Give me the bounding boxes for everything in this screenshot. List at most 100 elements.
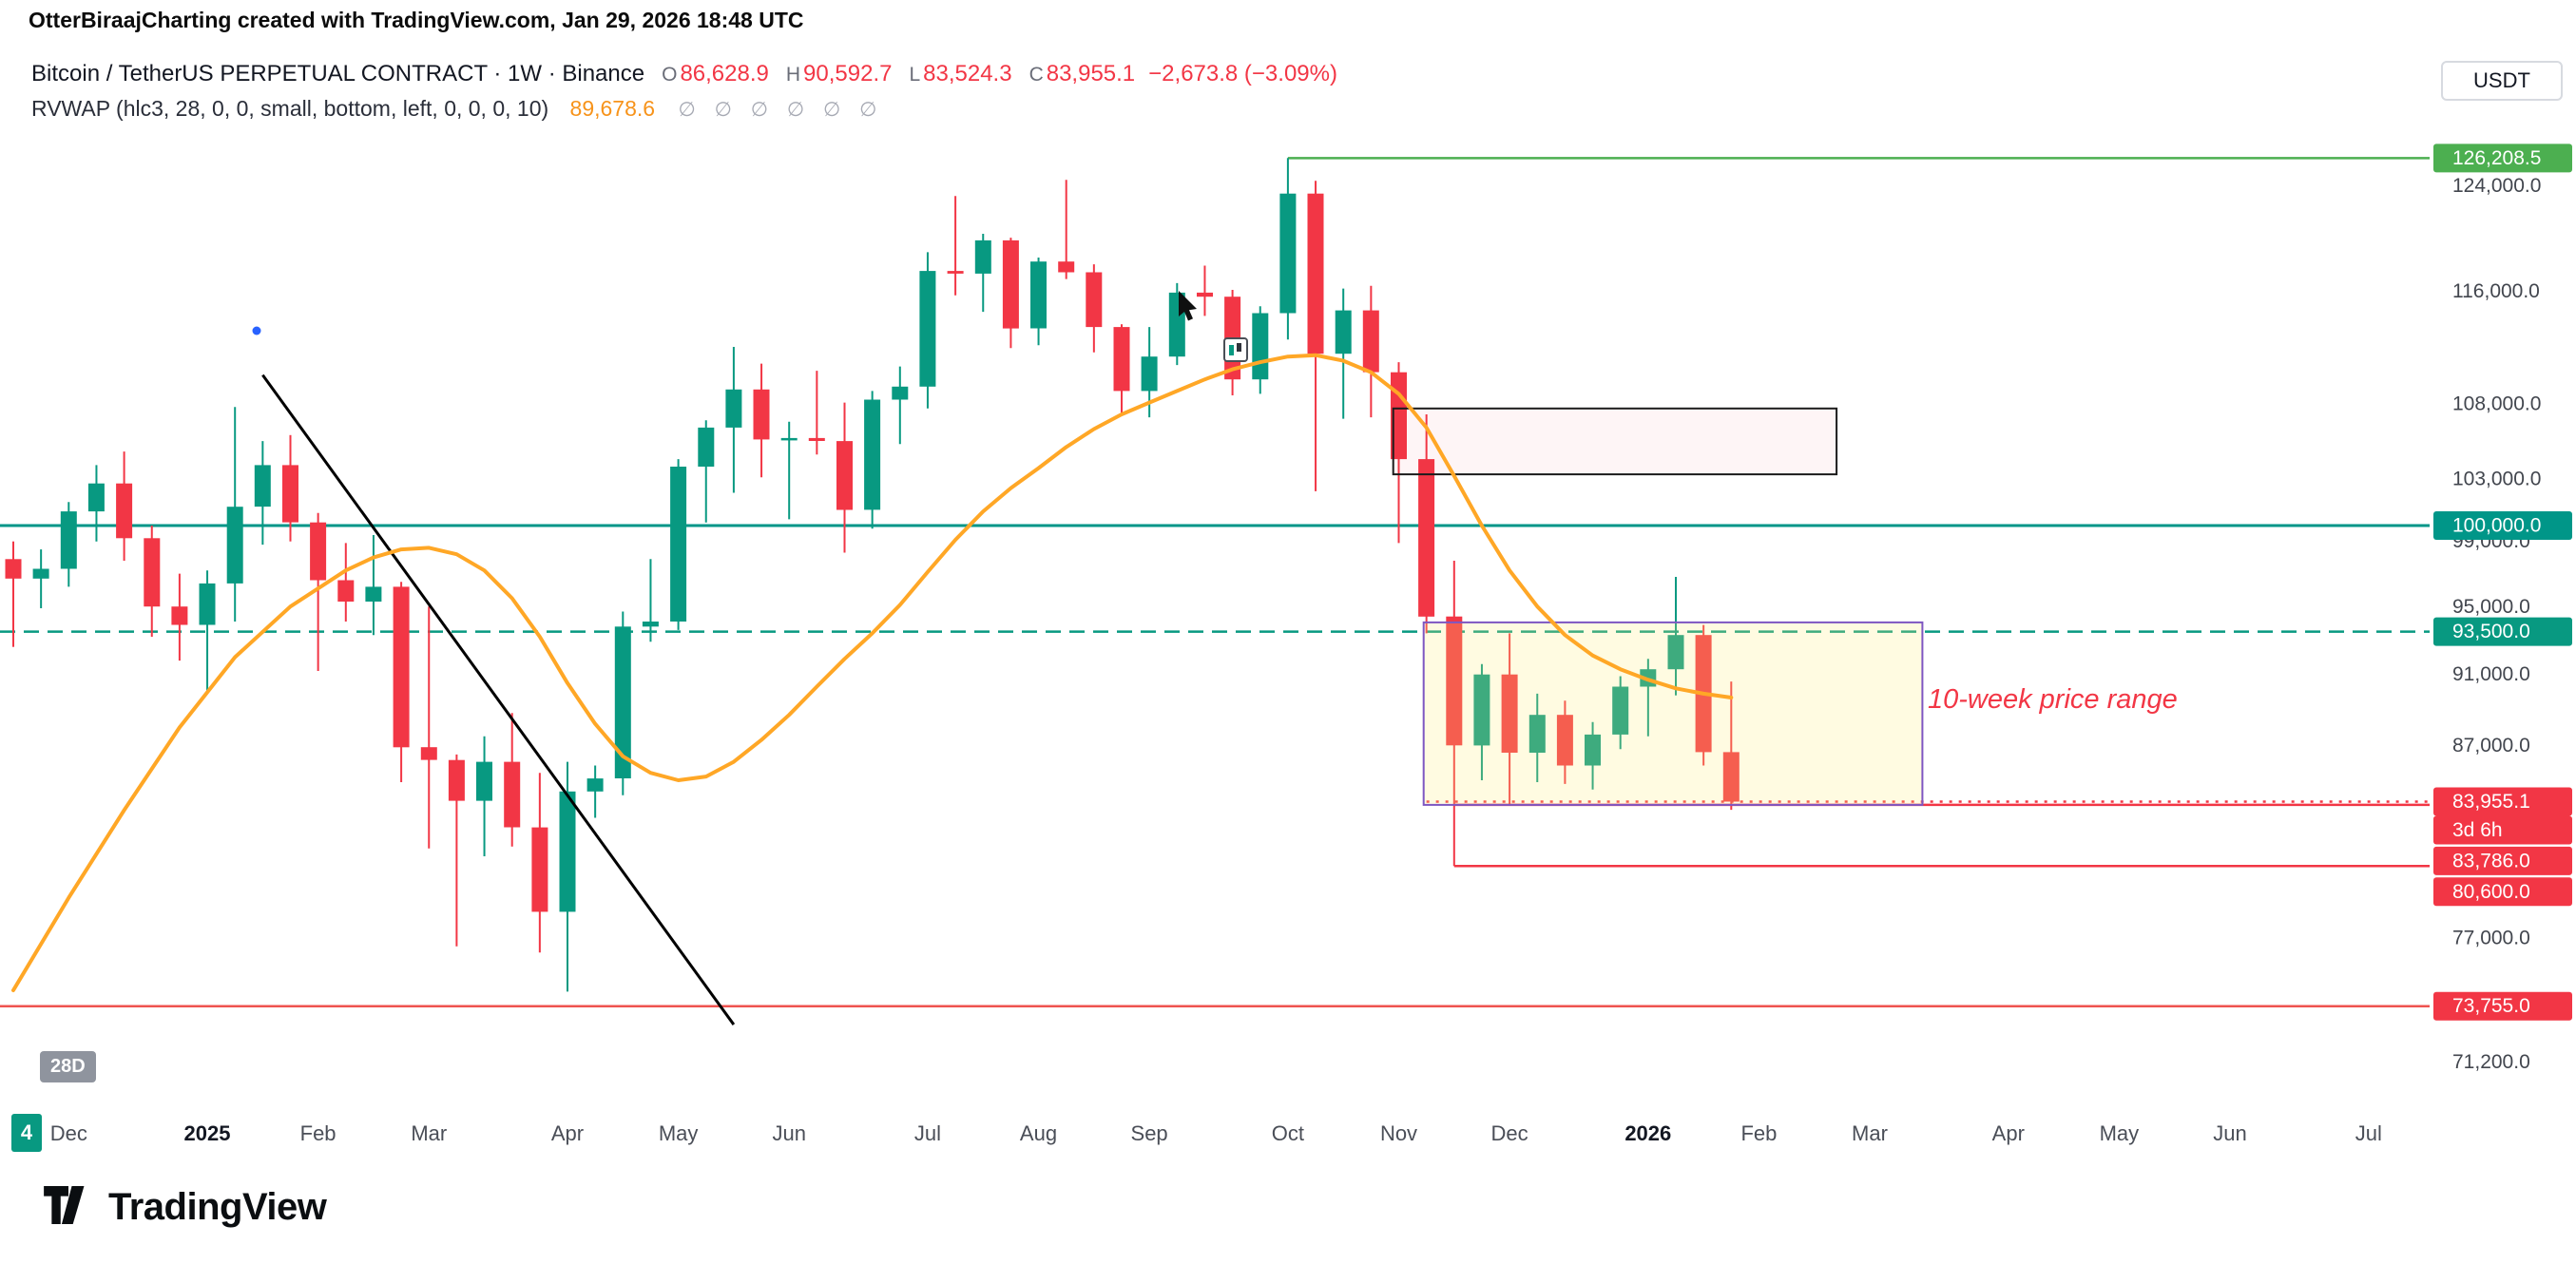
candle xyxy=(337,543,355,622)
ohlc-close-key: C xyxy=(1028,64,1044,86)
price-axis-label xyxy=(2433,846,2572,875)
trendline[interactable] xyxy=(261,373,736,1025)
price-axis-label xyxy=(2433,144,2572,173)
time-axis-label: Feb xyxy=(300,1121,336,1145)
ohlc-high-key: H xyxy=(785,64,801,86)
candle xyxy=(1528,693,1546,782)
candle xyxy=(60,502,77,587)
candle xyxy=(1113,324,1130,416)
time-axis-label: Nov xyxy=(1380,1121,1417,1145)
ohlc-low-key: L xyxy=(909,64,921,86)
time-axis-label: May xyxy=(2100,1121,2140,1145)
candle xyxy=(1030,258,1047,346)
price-axis-label-text: 83,786.0 xyxy=(2452,850,2530,871)
chart-drawings[interactable] xyxy=(11,291,1924,1025)
price-axis-label-text: 73,755.0 xyxy=(2452,995,2530,1017)
mini-chart-icon[interactable] xyxy=(1223,337,1248,362)
time-axis-label: Dec xyxy=(1491,1121,1528,1145)
indicator-value: 89,678.6 xyxy=(569,96,656,121)
time-axis-label: Jul xyxy=(2355,1121,2382,1145)
candle xyxy=(808,371,825,455)
candle xyxy=(1612,676,1629,750)
price-axis-label-text: 100,000.0 xyxy=(2452,515,2541,537)
price-level-lines[interactable] xyxy=(0,157,2430,1007)
candle xyxy=(1197,265,1213,316)
candle xyxy=(919,252,936,409)
price-axis-label xyxy=(2433,877,2572,907)
time-axis-label: Jun xyxy=(772,1121,805,1145)
time-axis[interactable]: Dec 2025 Feb Mar Apr May Jun Jul Aug Sep Oct Nov Dec… xyxy=(50,1121,2382,1145)
time-axis-label: Sep xyxy=(1131,1121,1168,1145)
candle xyxy=(642,559,659,642)
price-tick-label: 87,000.0 xyxy=(2452,735,2530,756)
time-axis-label: 2026 xyxy=(1624,1121,1671,1145)
time-axis-label: Mar xyxy=(1852,1121,1888,1145)
candle xyxy=(1446,561,1463,867)
tradingview-wordmark: TradingView xyxy=(108,1186,327,1228)
rvwap-line[interactable] xyxy=(11,353,1734,992)
time-axis-marker-badge: 4 xyxy=(11,1114,42,1152)
price-tick-label: 95,000.0 xyxy=(2452,596,2530,618)
indicator-title: RVWAP (hlc3, 28, 0, 0, small, bottom, le… xyxy=(31,96,549,121)
time-axis-label: 2025 xyxy=(184,1121,231,1145)
candle xyxy=(171,573,188,661)
candle xyxy=(1722,681,1740,811)
time-axis-label: Feb xyxy=(1740,1121,1777,1145)
price-axis[interactable]: 124,000.0116,000.0108,000.0103,000.099,0… xyxy=(2433,144,2572,1073)
supply-zone-box[interactable] xyxy=(1392,407,1838,476)
candle xyxy=(559,761,576,992)
candle xyxy=(254,441,271,546)
candle xyxy=(1667,577,1684,696)
ohlc-high-value: 90,592.7 xyxy=(803,61,893,86)
range-length-badge: 28D xyxy=(40,1051,96,1082)
indicator-legend[interactable]: RVWAP (hlc3, 28, 0, 0, small, bottom, le… xyxy=(31,96,883,122)
time-axis-label: May xyxy=(659,1121,699,1145)
time-axis-label: Mar xyxy=(411,1121,447,1145)
price-tick-label: 124,000.0 xyxy=(2452,175,2541,197)
price-axis-label xyxy=(2433,511,2572,540)
candle xyxy=(1058,180,1075,279)
mouse-cursor-icon xyxy=(1179,291,1197,321)
ten-week-range-box[interactable] xyxy=(1422,621,1924,806)
candle xyxy=(226,407,243,622)
range-annotation-text[interactable]: 10-week price range xyxy=(1928,684,2178,715)
candle xyxy=(116,451,133,561)
trendline-anchor-dot[interactable] xyxy=(252,326,261,335)
price-tick-label: 91,000.0 xyxy=(2452,663,2530,685)
candle xyxy=(282,434,298,542)
tradingview-logo-icon xyxy=(44,1186,93,1229)
candle xyxy=(892,366,909,445)
tradingview-branding[interactable]: TradingView xyxy=(44,1186,327,1229)
candle xyxy=(1307,181,1324,491)
price-axis-label-text: 3d 6h xyxy=(2452,819,2503,841)
indicator-empty-values: ∅ ∅ ∅ ∅ ∅ ∅ xyxy=(678,99,884,121)
candle xyxy=(199,570,216,694)
candle xyxy=(310,512,327,671)
candle xyxy=(614,611,631,795)
candle xyxy=(1418,414,1435,634)
candle xyxy=(1002,238,1019,349)
time-axis-label: Apr xyxy=(1992,1121,2025,1145)
currency-toggle-button[interactable]: USDT xyxy=(2441,61,2563,101)
candle xyxy=(87,465,105,542)
price-tick-label: 103,000.0 xyxy=(2452,468,2541,489)
candle xyxy=(670,459,687,630)
price-axis-label-text: 80,600.0 xyxy=(2452,881,2530,903)
price-axis-label-text: 126,208.5 xyxy=(2452,147,2541,169)
candle xyxy=(1362,285,1379,418)
ohlc-open-key: O xyxy=(662,64,678,86)
candle xyxy=(1086,264,1103,353)
candle xyxy=(1585,721,1601,790)
candle xyxy=(144,526,161,637)
price-tick-label: 108,000.0 xyxy=(2452,393,2541,415)
candle xyxy=(947,196,964,296)
candle xyxy=(1335,288,1352,419)
candle xyxy=(836,402,853,553)
time-axis-label: Dec xyxy=(50,1121,87,1145)
time-axis-label: Jun xyxy=(2213,1121,2246,1145)
candle xyxy=(5,541,22,647)
change-value: −2,673.8 (−3.09%) xyxy=(1148,61,1337,86)
symbol-legend[interactable]: Bitcoin / TetherUS PERPETUAL CONTRACT · … xyxy=(31,61,1337,87)
price-axis-label xyxy=(2433,787,2572,816)
